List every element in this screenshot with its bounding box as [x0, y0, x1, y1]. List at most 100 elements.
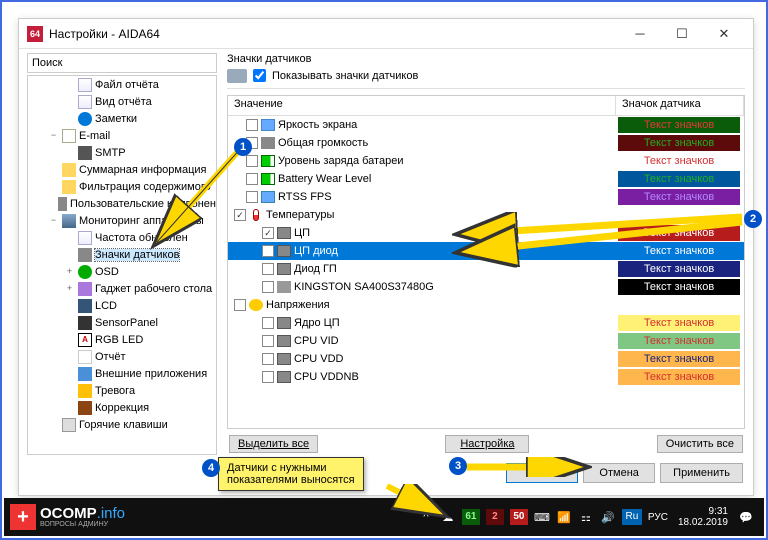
- row-checkbox[interactable]: [262, 317, 274, 329]
- show-icons-checkbox[interactable]: [253, 69, 266, 82]
- tree-item[interactable]: Суммарная информация: [28, 161, 216, 178]
- badge: Текст значков: [618, 279, 740, 295]
- note-2: 2: [744, 210, 762, 228]
- table-row[interactable]: Ядро ЦПТекст значков: [228, 314, 744, 332]
- tree-item[interactable]: Значки датчиков: [28, 246, 216, 263]
- table-row[interactable]: RTSS FPSТекст значков: [228, 188, 744, 206]
- row-checkbox[interactable]: [246, 191, 258, 203]
- badge: Текст значков: [618, 171, 740, 187]
- row-checkbox[interactable]: [262, 335, 274, 347]
- callout-box: Датчики с нужными показателями выносятся: [218, 457, 364, 491]
- lang-indicator[interactable]: Ru: [622, 509, 642, 525]
- table-row[interactable]: Напряжения: [228, 296, 744, 314]
- tree-item[interactable]: Файл отчёта: [28, 76, 216, 93]
- wifi-icon[interactable]: ⚏: [578, 509, 594, 525]
- show-icons-row: Показывать значки датчиков: [227, 67, 745, 89]
- tree-item[interactable]: Тревога: [28, 382, 216, 399]
- tree-item[interactable]: Частота обновлен: [28, 229, 216, 246]
- show-icons-label: Показывать значки датчиков: [272, 70, 418, 82]
- ok-button[interactable]: OK: [506, 463, 578, 483]
- clear-all-button[interactable]: Очистить все: [657, 435, 743, 453]
- nav-tree[interactable]: Файл отчётаВид отчётаЗаметки−E-mailSMTPС…: [27, 75, 217, 455]
- row-checkbox[interactable]: [262, 371, 274, 383]
- col-value[interactable]: Значение: [228, 96, 616, 115]
- tree-item[interactable]: −Мониторинг аппаратуры: [28, 212, 216, 229]
- table-row[interactable]: ЦПТекст значков: [228, 224, 744, 242]
- table-row[interactable]: Уровень заряда батареиТекст значков: [228, 152, 744, 170]
- taskbar[interactable]: + OCOMP.info ВОПРОСЫ АДМИНУ ^ ☁ 61 2 50 …: [4, 498, 764, 536]
- row-checkbox[interactable]: [262, 281, 274, 293]
- clock[interactable]: 9:31 18.02.2019: [674, 506, 732, 528]
- badge: Текст значков: [618, 189, 740, 205]
- system-tray: ^ ☁ 61 2 50 ⌨ 📶 ⚏ 🔊 Ru РУС 9:31 18.02.20…: [418, 506, 764, 528]
- table-row[interactable]: Температуры: [228, 206, 744, 224]
- tree-item[interactable]: Пользовательские компонен: [28, 195, 216, 212]
- tree-item[interactable]: ARGB LED: [28, 331, 216, 348]
- network-icon[interactable]: 📶: [556, 509, 572, 525]
- badge: Текст значков: [618, 333, 740, 349]
- tree-item[interactable]: Заметки: [28, 110, 216, 127]
- settings-window: 64 Настройки - AIDA64 ─ ☐ ✕ Файл отчётаВ…: [18, 18, 754, 496]
- tray-temp-1[interactable]: 61: [462, 509, 480, 525]
- close-button[interactable]: ✕: [703, 20, 745, 48]
- cloud-icon[interactable]: ☁: [440, 509, 456, 525]
- dialog-buttons: OK Отмена Применить: [19, 459, 753, 489]
- maximize-button[interactable]: ☐: [661, 20, 703, 48]
- table-row[interactable]: Диод ГПТекст значков: [228, 260, 744, 278]
- chevron-up-icon[interactable]: ^: [418, 509, 434, 525]
- row-checkbox[interactable]: [262, 353, 274, 365]
- row-checkbox[interactable]: [234, 299, 246, 311]
- table-row[interactable]: CPU VDDТекст значков: [228, 350, 744, 368]
- sound-icon[interactable]: 🔊: [600, 509, 616, 525]
- tree-item[interactable]: Внешние приложения: [28, 365, 216, 382]
- setup-button[interactable]: Настройка: [445, 435, 529, 453]
- tree-item[interactable]: Отчёт: [28, 348, 216, 365]
- tree-item[interactable]: −E-mail: [28, 127, 216, 144]
- badge: Текст значков: [618, 225, 740, 241]
- note-4: 4: [202, 459, 220, 477]
- sensor-icon: [227, 69, 247, 83]
- row-checkbox[interactable]: [234, 209, 246, 221]
- row-checkbox[interactable]: [262, 263, 274, 275]
- row-checkbox[interactable]: [246, 119, 258, 131]
- table-row[interactable]: Battery Wear LevelТекст значков: [228, 170, 744, 188]
- right-panel: Значки датчиков Показывать значки датчик…: [219, 49, 747, 459]
- badge: Текст значков: [618, 153, 740, 169]
- tree-item[interactable]: Горячие клавиши: [28, 416, 216, 433]
- tree-item[interactable]: +Гаджет рабочего стола: [28, 280, 216, 297]
- lang-text[interactable]: РУС: [648, 512, 668, 523]
- plus-icon: +: [10, 504, 36, 530]
- table-row[interactable]: Общая громкостьТекст значков: [228, 134, 744, 152]
- row-checkbox[interactable]: [246, 173, 258, 185]
- table-body[interactable]: Яркость экранаТекст значковОбщая громкос…: [228, 116, 744, 428]
- tree-item[interactable]: SensorPanel: [28, 314, 216, 331]
- select-all-button[interactable]: Выделить все: [229, 435, 318, 453]
- tree-item[interactable]: SMTP: [28, 144, 216, 161]
- tree-item[interactable]: Вид отчёта: [28, 93, 216, 110]
- row-checkbox[interactable]: [262, 227, 274, 239]
- apply-button[interactable]: Применить: [660, 463, 743, 483]
- search-input[interactable]: [27, 53, 217, 73]
- site-logo: + OCOMP.info ВОПРОСЫ АДМИНУ: [4, 504, 131, 530]
- table-row[interactable]: KINGSTON SA400S37480GТекст значков: [228, 278, 744, 296]
- titlebar: 64 Настройки - AIDA64 ─ ☐ ✕: [19, 19, 753, 49]
- tree-item[interactable]: Фильтрация содержимого: [28, 178, 216, 195]
- section-title: Значки датчиков: [227, 53, 745, 65]
- table-row[interactable]: ЦП диодТекст значков: [228, 242, 744, 260]
- row-checkbox[interactable]: [246, 155, 258, 167]
- tray-temp-3[interactable]: 50: [510, 509, 528, 525]
- cancel-button[interactable]: Отмена: [583, 463, 655, 483]
- table-row[interactable]: CPU VDDNBТекст значков: [228, 368, 744, 386]
- row-checkbox[interactable]: [262, 245, 274, 257]
- tray-temp-2[interactable]: 2: [486, 509, 504, 525]
- col-badge[interactable]: Значок датчика: [616, 96, 744, 115]
- tree-item[interactable]: Коррекция: [28, 399, 216, 416]
- tree-item[interactable]: LCD: [28, 297, 216, 314]
- left-panel: Файл отчётаВид отчётаЗаметки−E-mailSMTPС…: [25, 49, 219, 459]
- table-row[interactable]: Яркость экранаТекст значков: [228, 116, 744, 134]
- tree-item[interactable]: +OSD: [28, 263, 216, 280]
- keyboard-icon[interactable]: ⌨: [534, 509, 550, 525]
- table-row[interactable]: CPU VIDТекст значков: [228, 332, 744, 350]
- notifications-icon[interactable]: 💬: [738, 509, 754, 525]
- minimize-button[interactable]: ─: [619, 20, 661, 48]
